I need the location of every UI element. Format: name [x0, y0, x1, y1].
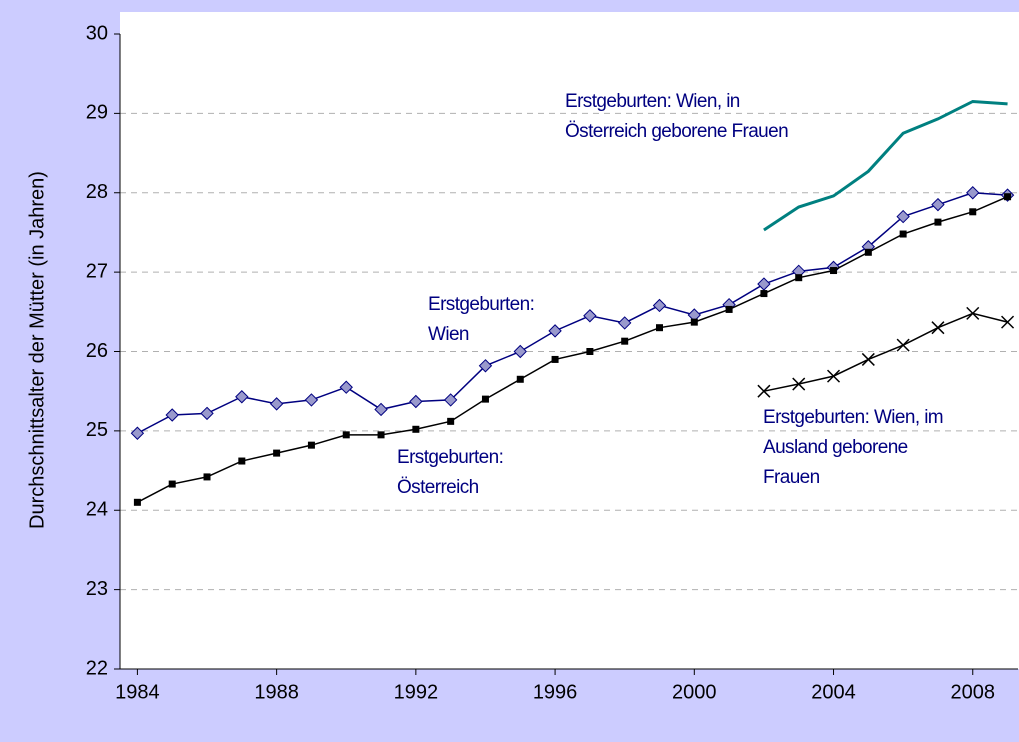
y-tick-label: 27 [86, 260, 108, 282]
diamond-marker [757, 277, 771, 291]
y-tick-label: 26 [86, 340, 108, 362]
x-tick-label: 2008 [951, 681, 996, 703]
square-marker [830, 267, 838, 275]
x-marker [792, 377, 806, 391]
series-line [763, 99, 1008, 232]
diamond-marker [478, 359, 493, 373]
square-marker [934, 218, 942, 226]
annotation: Österreich geborene Frauen [565, 121, 788, 142]
x-marker [931, 321, 945, 335]
diamond-marker [235, 390, 249, 404]
square-marker [481, 395, 489, 403]
x-tick-label: 1996 [533, 681, 578, 703]
x-marker [861, 352, 875, 366]
square-marker [969, 208, 977, 216]
square-marker [412, 425, 420, 433]
square-marker [342, 431, 350, 439]
x-tick-label: 1988 [254, 681, 299, 703]
x-marker [896, 338, 910, 352]
x-marker [1001, 315, 1015, 329]
square-marker [1004, 193, 1012, 201]
diamond-marker [896, 209, 910, 224]
square-marker [899, 230, 907, 238]
square-marker [307, 441, 315, 449]
x-marker [757, 384, 771, 398]
square-marker [203, 473, 211, 481]
diamond-marker [200, 406, 214, 421]
x-marker [966, 306, 980, 320]
square-marker [795, 274, 803, 282]
annotation: Erstgeburten: Wien, in [565, 91, 740, 112]
diamond-marker [548, 324, 562, 338]
y-tick-label: 24 [86, 499, 108, 521]
y-tick-label: 30 [86, 22, 108, 44]
x-tick-label: 2004 [811, 681, 856, 703]
square-marker [760, 290, 768, 298]
square-marker [725, 305, 733, 313]
annotation: Erstgeburten: Wien, im [763, 407, 943, 428]
annotation: Österreich [397, 477, 479, 498]
diamond-marker [443, 393, 458, 407]
square-marker [447, 417, 455, 425]
diamond-marker [617, 316, 632, 330]
square-marker [238, 457, 246, 465]
square-marker [551, 355, 559, 363]
diamond-marker [165, 408, 179, 422]
y-tick-label: 22 [86, 657, 108, 679]
y-tick-label: 23 [86, 578, 108, 600]
diamond-marker [652, 298, 667, 313]
square-marker [516, 375, 524, 383]
diamond-marker [409, 394, 423, 409]
square-marker [655, 324, 663, 332]
y-tick-label: 25 [86, 419, 108, 441]
square-marker [586, 348, 594, 355]
diamond-marker [130, 426, 145, 440]
plot-area [120, 12, 1019, 669]
diamond-marker [966, 186, 980, 200]
diamond-marker [269, 397, 284, 411]
series-line [137, 196, 1008, 503]
square-marker [273, 449, 281, 457]
y-axis-label: Durchschnittsalter der Mütter (in Jahren… [26, 171, 48, 529]
square-marker [133, 498, 141, 506]
y-tick-label: 29 [86, 102, 108, 124]
square-marker [377, 431, 385, 439]
series-line [763, 312, 1008, 392]
diamond-marker [931, 197, 945, 212]
diamond-marker [339, 380, 353, 394]
x-marker [826, 369, 841, 383]
x-tick-label: 2000 [672, 681, 717, 703]
x-tick-label: 1992 [394, 681, 439, 703]
square-marker [864, 248, 872, 256]
annotation: Erstgeburten: [428, 294, 534, 315]
x-tick-label: 1984 [115, 681, 160, 703]
diamond-marker [583, 309, 597, 323]
square-marker [621, 337, 629, 345]
square-marker [690, 318, 698, 326]
annotation: Ausland geborene [763, 437, 908, 458]
y-tick-label: 28 [86, 181, 108, 203]
diamond-marker [374, 402, 388, 417]
annotation: Frauen [763, 467, 820, 488]
diamond-marker [513, 344, 527, 359]
square-marker [168, 480, 176, 488]
annotation: Erstgeburten: [397, 447, 503, 468]
annotation: Wien [428, 324, 469, 345]
diamond-marker [304, 393, 319, 407]
